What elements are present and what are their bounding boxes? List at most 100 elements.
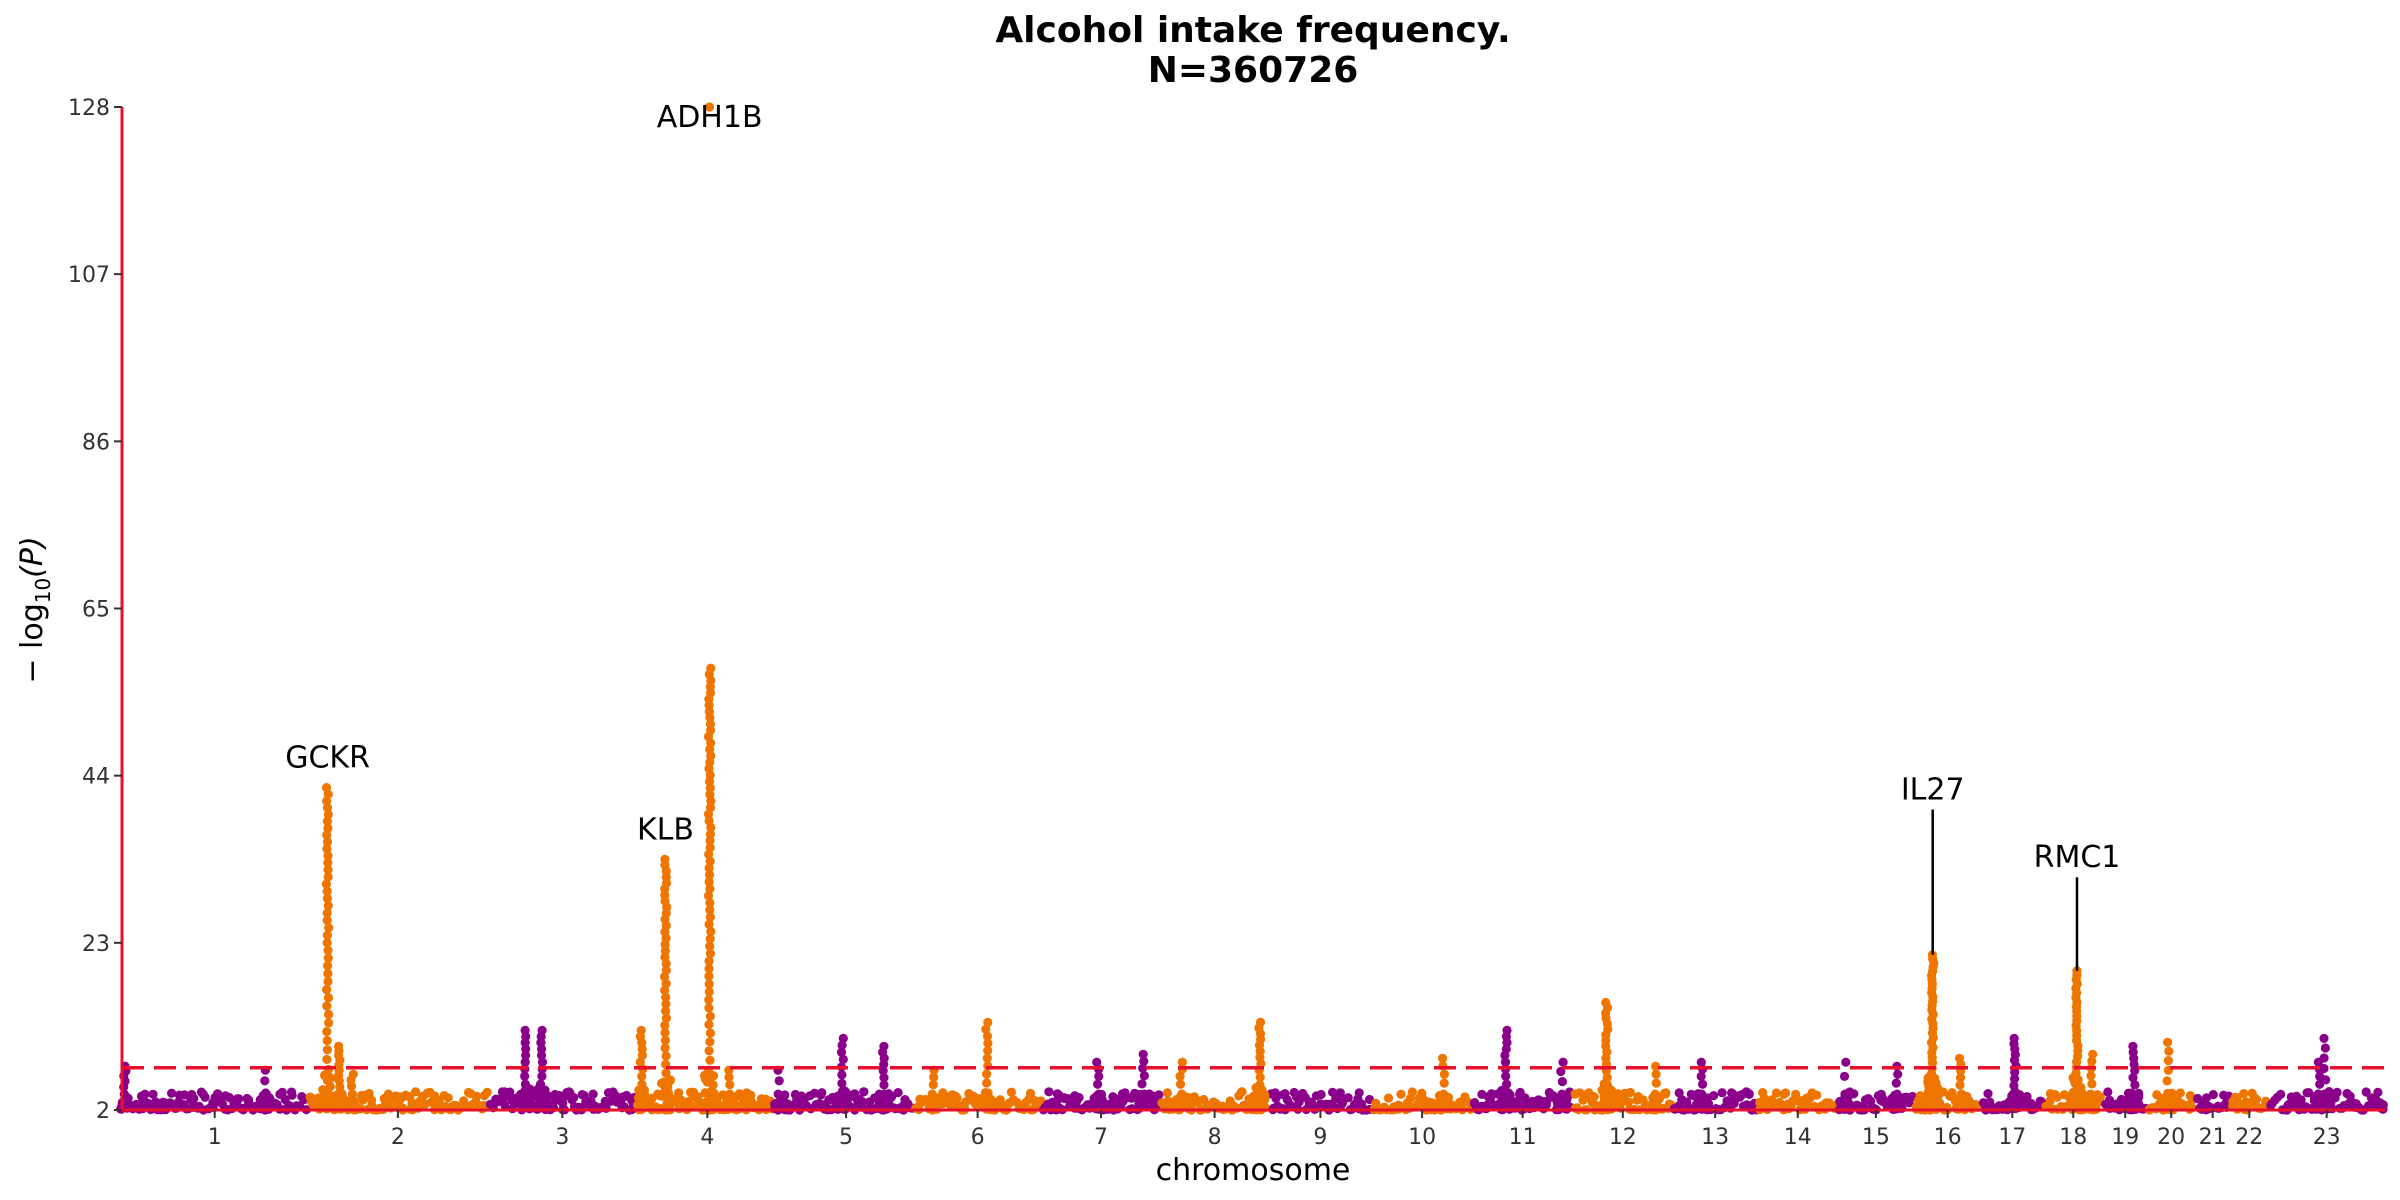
snp-point-significant <box>705 1076 715 1086</box>
snp-point <box>1605 1101 1615 1111</box>
snp-point-significant <box>323 1089 333 1099</box>
snp-point <box>2175 1088 2185 1098</box>
snp-point-significant <box>879 1080 889 1090</box>
snp-point-significant <box>1557 1089 1567 1099</box>
snp-point-significant <box>2128 1089 2138 1099</box>
snp-point <box>1271 1093 1281 1103</box>
snp-point-significant <box>705 912 716 922</box>
snp-point-significant <box>2163 1089 2173 1099</box>
x-tick-label-chr18: 18 <box>2059 1125 2087 1150</box>
snp-point <box>859 1087 869 1097</box>
snp-point <box>167 1088 177 1098</box>
snp-point-significant <box>2319 1033 2329 1043</box>
snp-point-significant <box>1955 1073 1966 1083</box>
snp-point <box>2201 1093 2212 1103</box>
snp-point <box>261 1098 271 1108</box>
snp-point-significant <box>520 1025 530 1035</box>
snp-point-significant <box>838 1054 848 1064</box>
snp-point <box>1173 1097 1183 1107</box>
snp-point-significant <box>1698 1079 1708 1089</box>
x-tick-label-chr19: 19 <box>2111 1125 2139 1150</box>
snp-point-significant <box>324 1009 334 1020</box>
snp-point-significant <box>927 1089 937 1099</box>
snp-point-significant <box>660 1028 670 1038</box>
snp-point-significant <box>537 1025 547 1035</box>
gene-label-klb: KLB <box>637 812 694 847</box>
snp-point-significant <box>982 1078 992 1088</box>
snp-point-significant <box>322 816 332 826</box>
snp-point-significant <box>661 965 671 975</box>
snp-point-significant <box>637 1089 647 1099</box>
snp-point-significant <box>982 1069 992 1079</box>
snp-point-significant <box>1255 1017 1266 1027</box>
snp-point-significant <box>1094 1071 1104 1081</box>
snp-point-significant <box>1255 1089 1265 1099</box>
snp-point-significant <box>521 1089 531 1099</box>
snp-point-significant <box>1954 1053 1965 1063</box>
snp-point <box>1343 1093 1353 1103</box>
snp-point-significant <box>348 1069 358 1079</box>
snp-point-significant <box>2071 1089 2081 1099</box>
snp-point <box>1316 1089 1326 1100</box>
snp-point <box>1771 1088 1781 1098</box>
snp-point <box>662 1099 672 1109</box>
snp-point <box>1162 1088 1172 1098</box>
snp-point <box>234 1094 244 1104</box>
snp-point-significant <box>1175 1071 1185 1081</box>
snp-point-significant <box>323 901 333 911</box>
snp-point-significant <box>660 854 670 864</box>
x-tick-label-chr21: 21 <box>2199 1125 2227 1150</box>
snp-point-significant <box>705 836 715 846</box>
snp-point-significant <box>838 1033 848 1043</box>
snp-point-significant <box>706 663 716 673</box>
y-tick-label: 107 <box>68 263 110 288</box>
snp-point <box>1744 1089 1754 1099</box>
snp-point-significant <box>321 879 331 889</box>
snp-point-significant <box>1092 1057 1102 1067</box>
snp-point-significant <box>983 1089 993 1099</box>
snp-point-significant <box>1094 1089 1104 1099</box>
snp-point-significant <box>705 1055 715 1065</box>
snp-point-significant <box>928 1080 938 1090</box>
snp-point-significant <box>323 976 333 987</box>
snp-point-significant <box>705 898 715 908</box>
x-tick-label-chr11: 11 <box>1509 1125 1537 1150</box>
snp-point <box>816 1090 826 1100</box>
snp-point <box>2378 1100 2388 1110</box>
snp-point-significant <box>704 979 714 989</box>
snp-point-significant <box>1893 1069 1903 1079</box>
snp-point-significant <box>536 1089 546 1099</box>
snp-point-significant <box>1839 1071 1850 1081</box>
snp-point <box>1652 1100 1662 1110</box>
y-axis-title-subscript: 10 <box>31 578 55 603</box>
snp-point-significant <box>322 1045 332 1055</box>
snp-point <box>524 1098 535 1109</box>
snp-point-significant <box>2164 1046 2174 1056</box>
snp-point-significant <box>334 1041 344 1051</box>
snp-point <box>636 1099 646 1109</box>
snp-point-significant <box>1696 1071 1706 1081</box>
snp-point-significant <box>704 1019 714 1030</box>
snp-point <box>334 1096 345 1106</box>
data-points <box>116 102 2388 1115</box>
snp-point <box>500 1101 510 1111</box>
snp-point-significant <box>637 1071 647 1081</box>
snp-point-significant <box>662 1077 672 1087</box>
gene-label-rmc1: RMC1 <box>2034 840 2121 875</box>
y-tick-label: 2 <box>96 1099 110 1124</box>
snp-point-significant <box>1840 1089 1850 1099</box>
snp-point-significant <box>324 923 334 933</box>
snp-point-significant <box>323 872 333 882</box>
snp-point-significant <box>322 837 333 847</box>
snp-point-significant <box>1138 1049 1148 1059</box>
snp-point-significant <box>324 1018 334 1028</box>
snp-point-significant <box>1137 1079 1147 1089</box>
x-tick-label-chr22: 22 <box>2235 1125 2263 1150</box>
snp-point <box>1717 1088 1727 1098</box>
snp-point <box>1044 1087 1054 1097</box>
snp-point <box>364 1088 374 1099</box>
snp-point-significant <box>322 893 332 904</box>
snp-point-significant <box>2072 966 2082 976</box>
snp-point-significant <box>704 987 714 997</box>
